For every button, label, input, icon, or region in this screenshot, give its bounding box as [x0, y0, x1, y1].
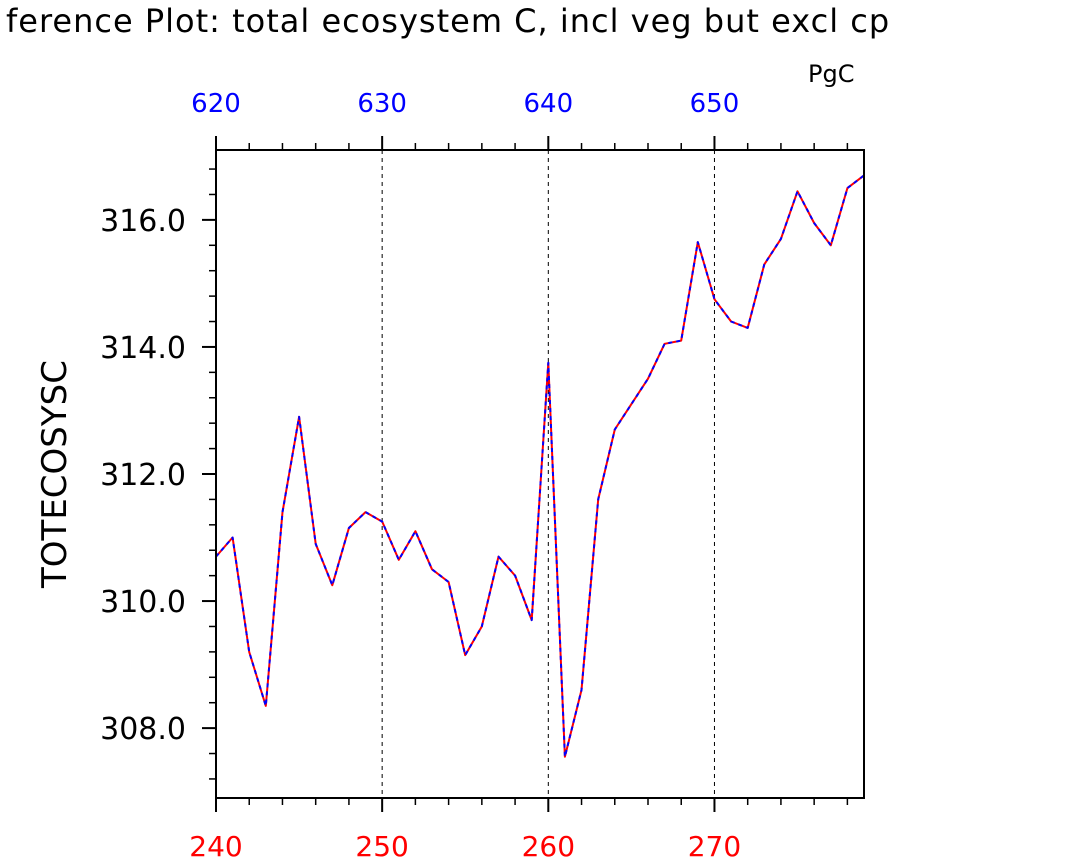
- x-top-tick-label: 650: [690, 89, 740, 119]
- x-bottom-tick-label: 260: [522, 830, 575, 858]
- y-tick-label: 316.0: [100, 204, 186, 239]
- y-tick-label: 310.0: [100, 585, 186, 620]
- y-axis-label: TOTECOSYSC: [35, 360, 75, 589]
- y-tick-label: 314.0: [100, 331, 186, 366]
- x-top-tick-label: 630: [357, 89, 407, 119]
- y-tick-label: 312.0: [100, 458, 186, 493]
- chart-title: ference Plot: total ecosystem C, incl ve…: [6, 2, 890, 40]
- x-bottom-tick-label: 270: [688, 830, 741, 858]
- series-line: [215, 174, 865, 758]
- x-bottom-tick-label: 250: [355, 830, 408, 858]
- x-top-tick-label: 620: [191, 89, 241, 119]
- y-tick-label: 308.0: [100, 712, 186, 747]
- tick-labels: 240 250 260 270 620 630 640 650 308.0 310.0 312.0 3…: [100, 89, 741, 858]
- data-series: [215, 174, 865, 758]
- gridlines: [381, 150, 715, 798]
- units-label: PgC: [808, 60, 854, 88]
- axis-ticks: [202, 136, 849, 812]
- x-top-tick-label: 640: [523, 89, 573, 119]
- x-bottom-tick-label: 240: [189, 830, 242, 858]
- plot-frame: [215, 149, 865, 799]
- series-line: [215, 174, 865, 758]
